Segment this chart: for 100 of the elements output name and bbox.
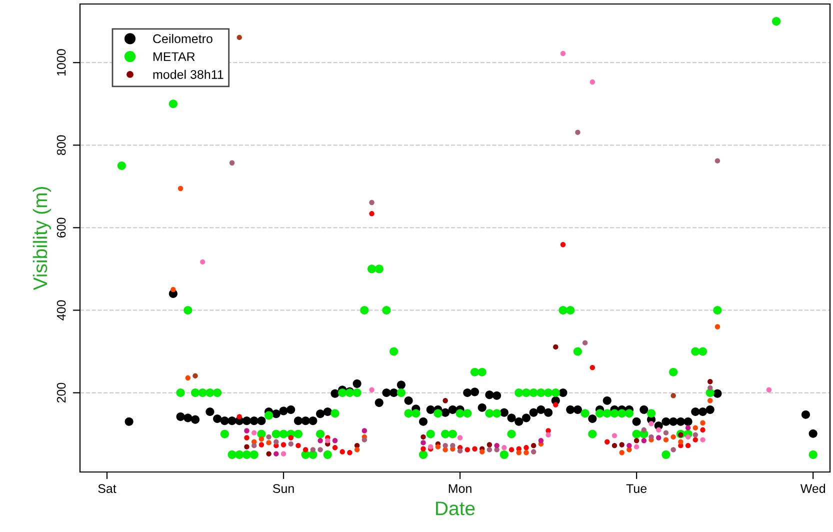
- point: [280, 451, 286, 456]
- y-tick-label: 1000: [56, 49, 66, 76]
- point: [502, 445, 507, 450]
- point: [508, 447, 514, 452]
- point: [347, 450, 352, 456]
- point: [178, 186, 184, 192]
- point: [442, 398, 448, 404]
- point: [619, 442, 624, 448]
- point: [590, 79, 596, 85]
- point: [450, 442, 456, 448]
- x-tick-label: Tue: [626, 484, 647, 493]
- y-tick-label: 200: [56, 382, 66, 403]
- point: [325, 438, 330, 444]
- point: [369, 200, 374, 206]
- point: [192, 373, 198, 378]
- point: [251, 430, 257, 436]
- point: [766, 387, 772, 392]
- y-tick-label: 400: [56, 300, 66, 320]
- point: [656, 427, 662, 433]
- point: [420, 440, 426, 446]
- point: [354, 447, 360, 452]
- point: [700, 437, 706, 442]
- legend-label: Ceilometro: [153, 34, 212, 44]
- x-tick-label: Sat: [98, 484, 116, 493]
- point: [266, 434, 272, 440]
- point: [670, 447, 676, 452]
- point: [362, 428, 368, 434]
- point: [251, 442, 257, 448]
- point: [296, 442, 301, 448]
- point: [369, 387, 374, 392]
- point: [258, 436, 264, 442]
- point: [274, 451, 279, 456]
- point: [685, 442, 691, 448]
- point: [524, 450, 529, 456]
- point: [244, 444, 250, 450]
- point: [685, 425, 691, 430]
- point: [612, 442, 618, 448]
- point: [288, 441, 294, 447]
- point: [472, 446, 478, 452]
- point: [553, 344, 558, 350]
- point: [318, 447, 323, 452]
- point: [200, 259, 206, 265]
- point: [626, 442, 632, 448]
- x-tick-label: Sun: [272, 484, 294, 493]
- point: [582, 340, 588, 346]
- point: [656, 435, 662, 440]
- point: [310, 447, 316, 452]
- point: [546, 428, 551, 434]
- point: [708, 385, 713, 390]
- point: [266, 451, 272, 456]
- point: [612, 433, 618, 438]
- point: [170, 286, 176, 292]
- point: [670, 393, 676, 398]
- point: [420, 434, 426, 440]
- point: [274, 439, 279, 444]
- point: [692, 425, 698, 430]
- point: [708, 379, 713, 384]
- point: [244, 435, 250, 440]
- point: [288, 435, 294, 440]
- point: [486, 447, 492, 452]
- point: [236, 34, 242, 40]
- point: [670, 434, 676, 440]
- point: [480, 449, 485, 454]
- point: [560, 242, 566, 248]
- point: [714, 324, 720, 330]
- point: [516, 450, 522, 456]
- point: [340, 449, 345, 454]
- point: [692, 432, 698, 438]
- x-tick-label: Mon: [448, 484, 472, 493]
- point: [604, 439, 610, 444]
- point: [524, 445, 529, 450]
- point: [464, 447, 470, 452]
- point: [663, 430, 669, 436]
- point: [619, 450, 624, 456]
- y-axis-title: Visibility (m): [32, 186, 51, 290]
- point: [258, 442, 264, 448]
- x-tick-label: Wed: [800, 484, 826, 493]
- point: [634, 438, 640, 444]
- point: [332, 438, 338, 444]
- legend-label: model 38h11: [153, 70, 224, 79]
- point: [236, 414, 242, 420]
- point: [302, 447, 308, 452]
- legend-label: METAR: [154, 52, 195, 61]
- point: [678, 439, 684, 444]
- point: [332, 445, 338, 450]
- point: [700, 427, 706, 433]
- point: [420, 446, 426, 452]
- point: [538, 438, 544, 444]
- point: [708, 398, 713, 404]
- point: [590, 364, 596, 370]
- point: [457, 435, 463, 440]
- point: [530, 449, 536, 454]
- point: [318, 438, 323, 444]
- point: [369, 211, 374, 216]
- point: [685, 434, 691, 440]
- point: [641, 427, 647, 433]
- point: [634, 444, 640, 450]
- point: [280, 442, 286, 448]
- point: [641, 438, 647, 444]
- point: [692, 437, 698, 442]
